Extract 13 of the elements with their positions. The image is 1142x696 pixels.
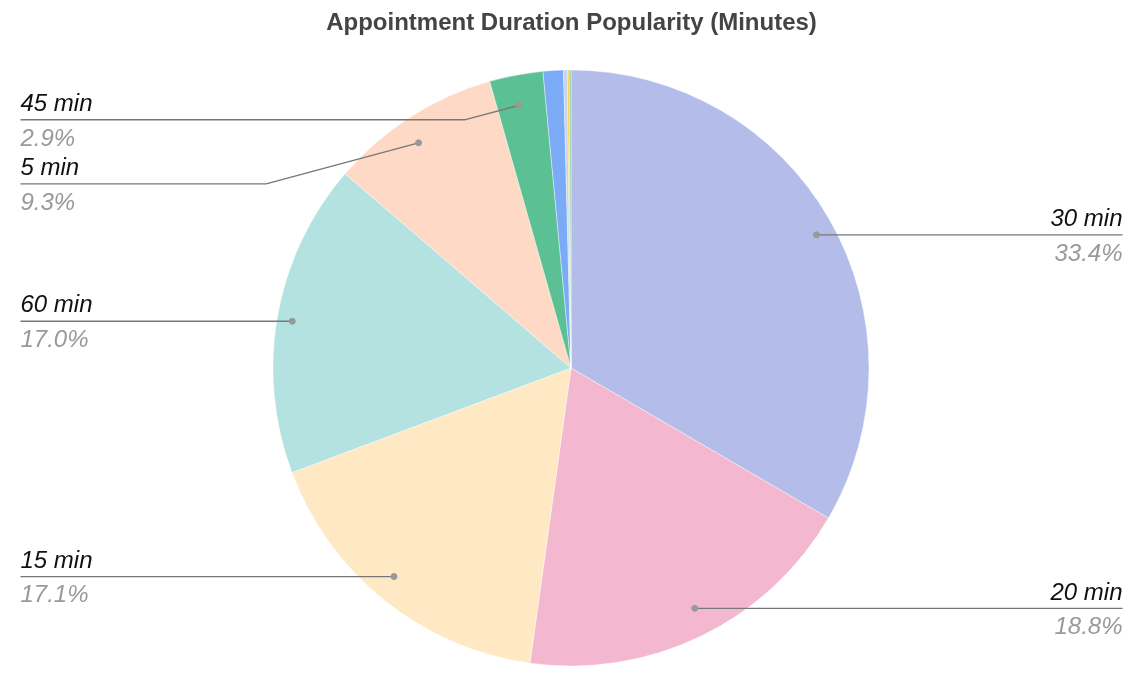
slice-label: 30 min	[1050, 204, 1123, 232]
chart-title: Appointment Duration Popularity (Minutes)	[326, 7, 817, 35]
data-label: 17.0%	[20, 325, 89, 352]
slice-label: 45 min	[20, 88, 93, 116]
slice-label: 5 min	[20, 153, 80, 181]
data-label: 9.3%	[20, 187, 76, 215]
slice-label: 60 min	[20, 290, 93, 318]
slice-label: 15 min	[20, 545, 93, 573]
slice-label: 20 min	[1049, 577, 1123, 605]
data-label: 33.4%	[1054, 238, 1123, 266]
data-label: 2.9%	[19, 123, 76, 151]
data-label: 17.1%	[20, 580, 89, 608]
data-label: 18.8%	[1054, 612, 1123, 640]
